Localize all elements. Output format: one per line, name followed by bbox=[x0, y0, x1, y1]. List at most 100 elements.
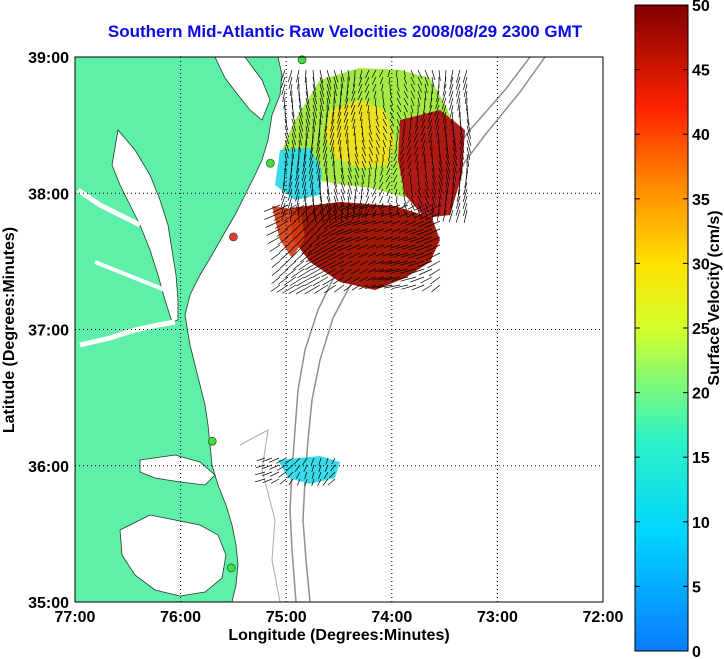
velocity-arrow bbox=[357, 244, 369, 250]
velocity-arrow bbox=[270, 478, 280, 484]
velocity-arrow bbox=[333, 90, 336, 104]
velocity-arrow bbox=[456, 188, 461, 202]
velocity-arrow bbox=[389, 111, 395, 120]
velocity-arrow bbox=[382, 220, 393, 225]
velocity-arrow bbox=[438, 146, 441, 158]
velocity-arrow bbox=[337, 132, 342, 145]
velocity-arrow bbox=[393, 260, 409, 265]
velocity-arrow bbox=[351, 83, 356, 94]
velocity-arrow bbox=[278, 236, 289, 245]
velocity-arrow bbox=[287, 252, 297, 262]
velocity-arrow bbox=[420, 132, 426, 143]
velocity-arrow bbox=[326, 69, 332, 83]
velocity-arrow bbox=[281, 188, 286, 201]
velocity-arrow bbox=[324, 284, 337, 294]
velocity-arrow bbox=[462, 69, 468, 84]
velocity-arrow bbox=[318, 457, 322, 465]
velocity-arrow bbox=[360, 204, 377, 209]
velocity-arrow bbox=[319, 209, 325, 224]
velocity-arrow bbox=[294, 252, 305, 263]
velocity-arrow bbox=[316, 228, 329, 238]
x-tick-label: 75:00 bbox=[266, 609, 307, 626]
velocity-arrow bbox=[407, 160, 412, 169]
velocity-arrow bbox=[382, 252, 393, 257]
velocity-arrow bbox=[438, 153, 443, 165]
velocity-arrow bbox=[425, 252, 441, 261]
velocity-arrow bbox=[326, 97, 330, 111]
colorbar-tick-label: 10 bbox=[692, 515, 710, 532]
velocity-arrow bbox=[414, 146, 419, 156]
velocity-arrow bbox=[298, 139, 301, 153]
velocity-arrow bbox=[288, 202, 293, 215]
velocity-arrow bbox=[443, 202, 447, 215]
velocity-arrow bbox=[369, 204, 385, 209]
velocity-arrow bbox=[349, 260, 361, 267]
velocity-arrow bbox=[357, 83, 363, 94]
velocity-arrow bbox=[406, 153, 412, 162]
velocity-arrow bbox=[375, 167, 377, 176]
velocity-arrow bbox=[297, 268, 313, 279]
velocity-arrow bbox=[410, 276, 425, 283]
velocity-arrow bbox=[312, 111, 317, 126]
velocity-arrow bbox=[314, 236, 329, 246]
potomac-river bbox=[76, 187, 142, 228]
velocity-arrow bbox=[354, 188, 357, 199]
velocity-arrow bbox=[312, 276, 329, 286]
velocity-arrow bbox=[414, 125, 419, 135]
velocity-arrow bbox=[303, 228, 313, 239]
velocity-arrow bbox=[333, 174, 337, 188]
velocity-arrow bbox=[305, 90, 310, 104]
velocity-arrow bbox=[463, 202, 468, 217]
velocity-arrow bbox=[411, 284, 425, 291]
velocity-arrow bbox=[333, 202, 338, 216]
velocity-arrow bbox=[368, 139, 374, 149]
x-axis-label: Longitude (Degrees:Minutes) bbox=[228, 627, 449, 644]
velocity-arrow bbox=[449, 202, 454, 216]
velocity-arrow bbox=[385, 181, 391, 190]
velocity-arrow bbox=[424, 181, 429, 192]
velocity-arrow bbox=[430, 276, 441, 285]
velocity-arrow bbox=[466, 111, 470, 126]
velocity-arrow bbox=[422, 146, 426, 157]
velocity-arrow bbox=[287, 188, 293, 202]
velocity-arrow bbox=[459, 139, 465, 153]
velocity-arrow bbox=[403, 76, 407, 85]
velocity-arrow bbox=[371, 195, 377, 204]
velocity-arrow bbox=[379, 174, 384, 183]
velocity-arrow bbox=[457, 97, 461, 111]
velocity-arrow bbox=[298, 104, 303, 118]
velocity-arrow bbox=[396, 69, 398, 78]
velocity-arrow bbox=[442, 83, 447, 96]
velocity-arrow bbox=[438, 188, 442, 200]
velocity-arrow bbox=[303, 276, 321, 287]
velocity-arrow bbox=[386, 167, 391, 176]
velocity-arrow bbox=[451, 111, 454, 125]
velocity-arrow bbox=[347, 167, 353, 179]
velocity-arrow bbox=[301, 167, 307, 181]
velocity-arrow bbox=[359, 276, 369, 282]
velocity-arrow bbox=[396, 104, 402, 113]
velocity-arrow bbox=[459, 146, 465, 160]
velocity-field-south bbox=[278, 456, 340, 484]
velocity-arrow bbox=[412, 220, 425, 227]
velocity-arrow bbox=[452, 174, 455, 188]
velocity-arrow bbox=[391, 236, 401, 241]
velocity-arrow bbox=[431, 195, 436, 207]
velocity-arrow bbox=[367, 252, 377, 257]
velocity-arrow bbox=[288, 76, 293, 89]
velocity-arrow bbox=[421, 284, 433, 292]
velocity-arrow bbox=[289, 83, 293, 96]
velocity-arrow bbox=[417, 174, 420, 184]
velocity-arrow bbox=[298, 132, 302, 146]
velocity-arrow bbox=[319, 69, 324, 83]
velocity-arrow bbox=[393, 174, 398, 183]
velocity-arrow bbox=[317, 478, 322, 487]
velocity-arrow bbox=[394, 188, 398, 197]
velocity-arrow bbox=[354, 139, 358, 150]
velocity-arrow bbox=[421, 139, 426, 150]
velocity-arrow bbox=[445, 167, 451, 180]
velocity-arrow bbox=[434, 104, 440, 116]
velocity-arrow bbox=[413, 132, 419, 142]
velocity-arrow bbox=[340, 188, 346, 201]
velocity-arrow bbox=[368, 132, 373, 142]
